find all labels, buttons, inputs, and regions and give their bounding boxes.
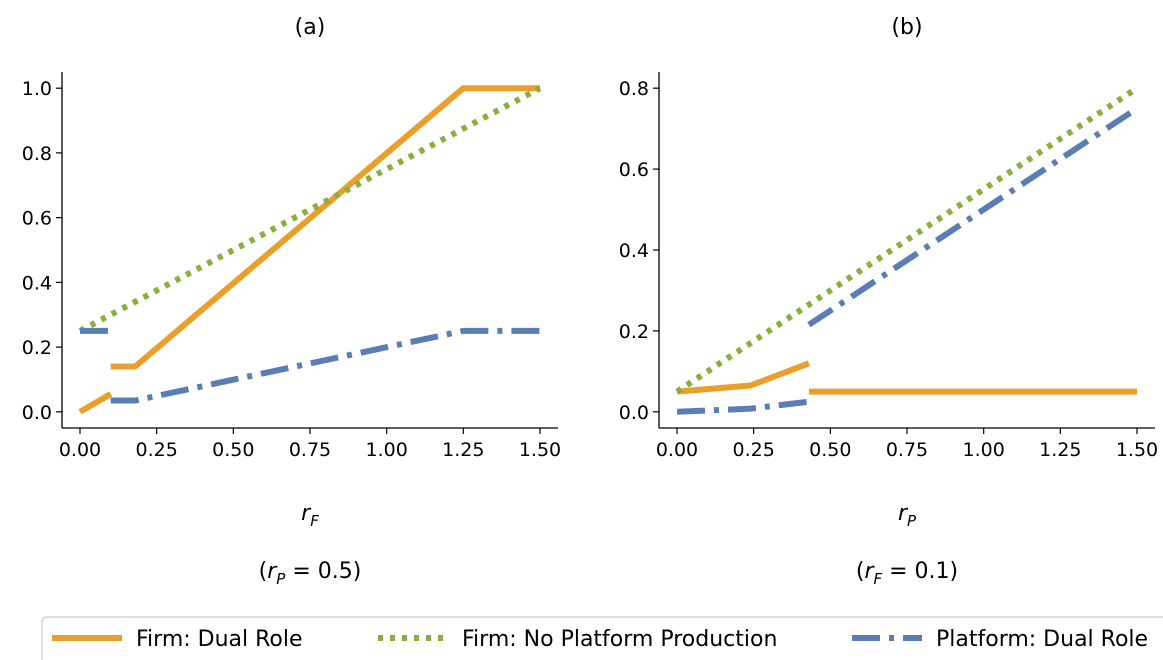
chart-title: (a) <box>295 15 326 40</box>
series-platform_dual-segment <box>807 105 1139 328</box>
x-tick-label: 1.25 <box>442 439 484 461</box>
y-tick-label: 0.4 <box>22 272 52 294</box>
y-tick-label: 0.2 <box>22 337 52 359</box>
series-firm_dual-segment <box>676 360 810 395</box>
x-tick-label: 1.50 <box>519 439 561 461</box>
y-tick-label: 0.6 <box>619 159 649 181</box>
condition-label: (rF = 0.1) <box>856 559 958 588</box>
y-tick-label: 0.8 <box>619 78 649 100</box>
legend-label-platform_dual: Platform: Dual Role <box>936 627 1148 652</box>
x-axis-label: rP <box>898 501 917 530</box>
series-firm_no_platform-segment <box>78 85 542 334</box>
series-platform_dual-segment <box>676 398 810 415</box>
x-tick-label: 0.75 <box>289 439 331 461</box>
y-tick-label: 0.0 <box>22 402 52 424</box>
legend-label-firm_dual: Firm: Dual Role <box>136 627 303 652</box>
x-tick-label: 0.75 <box>886 439 928 461</box>
y-tick-label: 0.4 <box>619 240 649 262</box>
x-tick-label: 0.50 <box>809 439 851 461</box>
chart-b: 0.00 0.25 0.50 0.75 1.00 1.25 1.50 0.0 0.2 0.4 0.6… <box>619 15 1158 588</box>
y-tick-label: 1.0 <box>22 78 52 100</box>
series-firm_no_platform-segment <box>675 85 1139 395</box>
legend: Firm: Dual Role Firm: No Platform Product… <box>41 616 1163 660</box>
y-tick-label: 0.0 <box>619 402 649 424</box>
chart-a: 0.00 0.25 0.50 0.75 1.00 1.25 1.50 0.0 0.2 0.4 0.6… <box>22 15 561 588</box>
x-tick-label: 1.00 <box>366 439 408 461</box>
chart-title: (b) <box>891 15 922 40</box>
legend-label-firm_no_platform: Firm: No Platform Production <box>462 627 777 652</box>
x-tick-label: 1.00 <box>963 439 1005 461</box>
x-tick-label: 1.50 <box>1116 439 1158 461</box>
series-firm_dual-segment <box>78 391 113 415</box>
x-tick-label: 0.50 <box>212 439 254 461</box>
legend-frame <box>41 616 1163 660</box>
x-tick-label: 0.25 <box>136 439 178 461</box>
x-tick-label: 0.25 <box>733 439 775 461</box>
y-tick-label: 0.2 <box>619 321 649 343</box>
x-axis-label: rF <box>301 501 319 530</box>
x-tick-label: 0.00 <box>59 439 101 461</box>
y-tick-label: 0.8 <box>22 143 52 165</box>
x-tick-label: 0.00 <box>656 439 698 461</box>
y-tick-label: 0.6 <box>22 208 52 230</box>
series-firm_dual-segment <box>110 85 540 370</box>
condition-label: (rP = 0.5) <box>259 559 362 588</box>
x-tick-label: 1.25 <box>1039 439 1081 461</box>
series-platform_dual-segment <box>110 327 540 404</box>
